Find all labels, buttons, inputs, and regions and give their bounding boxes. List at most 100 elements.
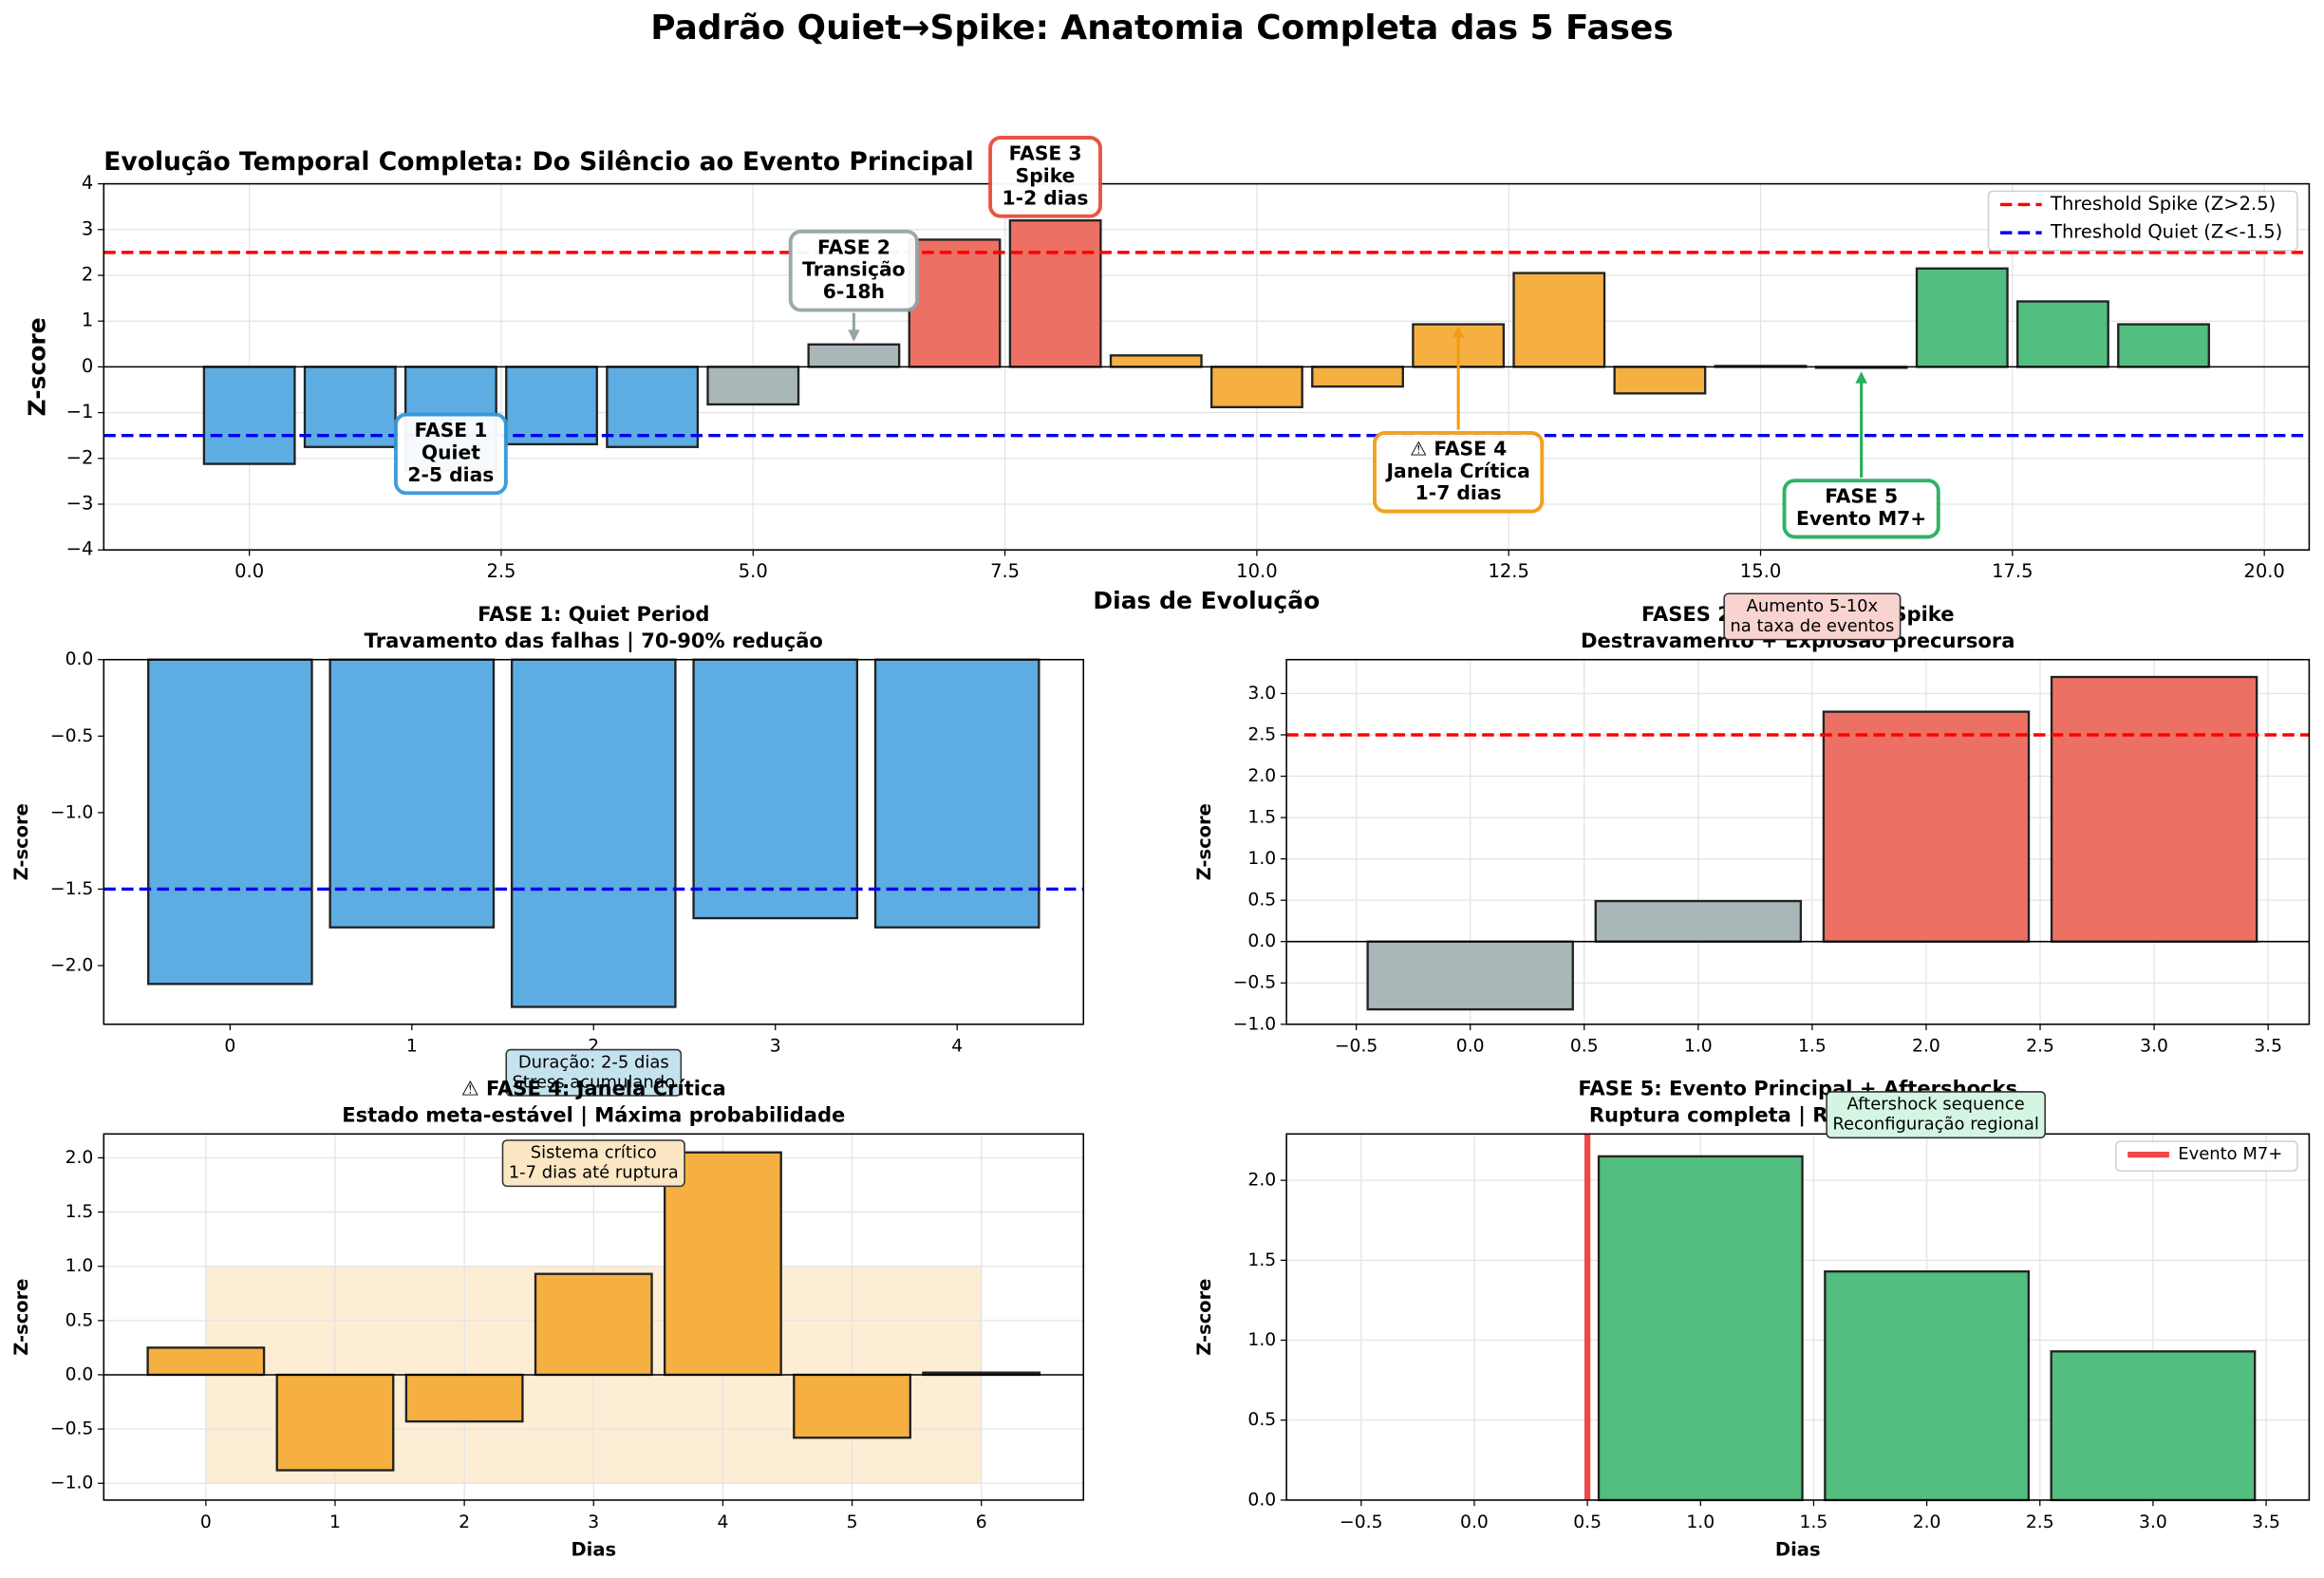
x-tick-label: 1 — [406, 1037, 418, 1057]
y-tick-label: 2.0 — [1247, 766, 1276, 786]
legend-box — [1987, 190, 2298, 252]
legend-label: Threshold Spike (Z>2.5) — [2050, 193, 2276, 215]
y-tick-label: 4 — [82, 172, 93, 194]
annotation-text: Stress acumulando — [512, 1072, 675, 1092]
x-tick-label: 1.5 — [1798, 1037, 1827, 1057]
y-tick-label: −1.0 — [50, 1474, 93, 1493]
x-axis-label: Dias — [1775, 1539, 1821, 1561]
bar — [873, 658, 1040, 929]
annotation-text: Reconfiguração regional — [1832, 1115, 2039, 1135]
annotation-text: 2-5 dias — [407, 463, 494, 486]
bar — [505, 366, 598, 446]
annotation-text: 1-7 dias até ruptura — [509, 1163, 679, 1183]
bar — [275, 1373, 395, 1472]
annotation-box — [501, 1139, 685, 1188]
annotation-text: FASE 5 — [1825, 485, 1898, 508]
annotation-text: 1-7 dias — [1415, 481, 1502, 504]
x-tick-label: 5 — [847, 1512, 858, 1532]
x-tick-label: 17.5 — [1992, 560, 2033, 582]
y-tick-label: 3.0 — [1247, 684, 1276, 704]
x-tick-label: 1.5 — [1800, 1512, 1828, 1532]
y-tick-label: 2.0 — [1247, 1171, 1276, 1191]
x-tick-label: 3 — [588, 1512, 599, 1532]
bar — [1209, 366, 1303, 408]
bar — [1366, 940, 1574, 1011]
axes-frame — [103, 1133, 1085, 1501]
annotation-text: FASE 1 — [414, 419, 487, 441]
x-tick-label: 10.0 — [1236, 560, 1277, 582]
annotation-arrowhead — [848, 329, 860, 342]
y-tick-label: 0.0 — [66, 649, 94, 669]
annotation-text: Evento M7+ — [1796, 507, 1926, 530]
bar — [1613, 366, 1707, 395]
x-tick-label: 0 — [224, 1037, 235, 1057]
x-tick-label: 2.0 — [1912, 1037, 1940, 1057]
bar — [1594, 899, 1803, 943]
y-tick-label: 0.0 — [1247, 931, 1276, 951]
y-axis-label: Z-score — [24, 317, 51, 416]
x-tick-label: 5.0 — [739, 560, 768, 582]
y-tick-label: −2 — [66, 446, 94, 468]
annotation-text: Aumento 5-10x — [1747, 596, 1879, 616]
annotation-text: Quiet — [422, 441, 480, 463]
y-tick-label: 0.5 — [66, 1310, 94, 1330]
x-tick-label: 1.0 — [1686, 1512, 1715, 1532]
bar — [692, 658, 859, 920]
y-tick-label: −3 — [66, 493, 94, 515]
y-tick-label: −4 — [66, 538, 94, 560]
axes-frame — [103, 658, 1085, 1025]
y-tick-label: 0.0 — [66, 1364, 94, 1384]
bar — [1008, 218, 1102, 368]
chart-subtitle: Travamento das falhas | 70-90% redução — [365, 629, 823, 653]
bar — [793, 1373, 911, 1439]
y-tick-label: 1.0 — [1247, 849, 1276, 869]
bar — [328, 658, 496, 929]
bar — [404, 1373, 524, 1423]
x-tick-label: 0.5 — [1573, 1512, 1602, 1532]
annotation-text: Aftershock sequence — [1847, 1095, 2025, 1115]
annotation-text: 1-2 dias — [1003, 186, 1089, 209]
axes-frame — [1285, 1133, 2311, 1501]
x-tick-label: 2.0 — [1913, 1512, 1941, 1532]
y-tick-label: −1.0 — [50, 802, 93, 822]
bar — [147, 658, 313, 986]
x-tick-label: 2 — [459, 1512, 470, 1532]
y-tick-label: 1.0 — [1247, 1330, 1276, 1350]
x-tick-label: 0.0 — [234, 560, 264, 582]
x-tick-label: 4 — [717, 1512, 728, 1532]
y-tick-label: 2.5 — [1247, 724, 1276, 744]
y-axis-label: Z-score — [1193, 803, 1215, 880]
bar — [534, 1272, 653, 1377]
annotation-box — [1782, 479, 1940, 539]
x-tick-label: 3.0 — [2140, 1037, 2168, 1057]
bar — [2050, 1350, 2257, 1502]
bar — [606, 366, 700, 448]
x-tick-label: 15.0 — [1740, 560, 1781, 582]
y-tick-label: 1.5 — [1247, 1250, 1276, 1270]
x-tick-label: 2.5 — [486, 560, 515, 582]
annotation-arrowhead — [1452, 326, 1465, 338]
annotation-text: na taxa de eventos — [1730, 616, 1894, 636]
y-tick-label: 0.0 — [1247, 1490, 1276, 1510]
annotation-box — [1723, 592, 1902, 641]
bar — [202, 366, 296, 465]
annotation-text: 6-18h — [823, 280, 885, 303]
legend: Evento M7+ — [2114, 1140, 2298, 1173]
bar — [146, 1346, 266, 1377]
annotation-text: Spike — [1016, 164, 1076, 187]
annotation-box — [505, 1048, 683, 1097]
chart-title: ⚠ FASE 4: Janela Crítica — [461, 1076, 726, 1099]
x-tick-label: 4 — [951, 1037, 963, 1057]
y-tick-label: 1.5 — [1247, 808, 1276, 828]
x-tick-label: 3.5 — [2252, 1512, 2280, 1532]
bar — [510, 658, 677, 1008]
x-tick-label: 0.0 — [1460, 1512, 1489, 1532]
annotation-text: Transição — [802, 258, 905, 281]
y-axis-label: Z-score — [10, 1278, 32, 1355]
axes-frame — [1285, 658, 2311, 1025]
